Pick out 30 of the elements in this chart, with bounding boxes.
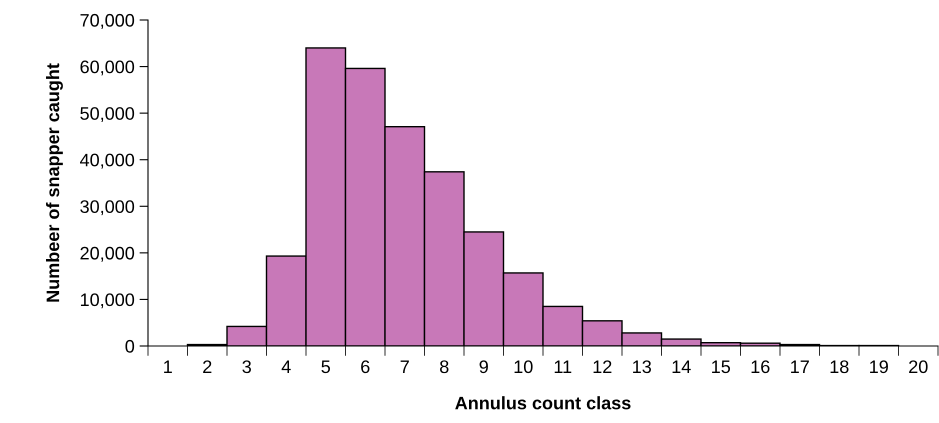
x-tick-label: 8	[440, 360, 448, 374]
x-tick-label: 6	[361, 360, 370, 374]
y-tick-label: 0	[125, 340, 134, 353]
x-tick-label: 10	[514, 360, 533, 374]
x-tick-label: 17	[791, 360, 809, 373]
x-tick-label: 12	[594, 360, 612, 373]
x-axis-title: Annulus count class	[455, 396, 631, 410]
y-axis-title: Numbeer of snapper caught	[46, 63, 63, 302]
y-tick-label: 10,000	[80, 293, 134, 308]
x-tick-label: 20	[909, 360, 928, 374]
y-tick-label: 20,000	[80, 246, 134, 262]
x-tick-label: 18	[830, 360, 849, 374]
x-tick-label: 19	[870, 360, 888, 374]
x-tick-label: 3	[242, 360, 251, 374]
x-tick-label: 9	[480, 360, 488, 374]
x-tick-label: 1	[164, 360, 172, 373]
x-tick-label: 15	[712, 360, 730, 374]
x-tick-label: 13	[633, 360, 651, 374]
x-tick-label: 5	[321, 360, 330, 374]
y-tick-label: 70,000	[80, 14, 134, 29]
x-tick-label: 16	[752, 360, 770, 374]
y-tick-label: 40,000	[80, 154, 134, 169]
x-tick-label: 14	[672, 360, 691, 373]
x-tick-label: 2	[203, 360, 212, 373]
x-tick-label: 4	[282, 360, 291, 373]
y-tick-label: 50,000	[80, 107, 134, 122]
y-tick-label: 30,000	[80, 200, 134, 216]
x-tick-label: 7	[400, 360, 409, 373]
y-tick-label: 60,000	[80, 60, 134, 76]
x-tick-label: 11	[554, 360, 572, 373]
